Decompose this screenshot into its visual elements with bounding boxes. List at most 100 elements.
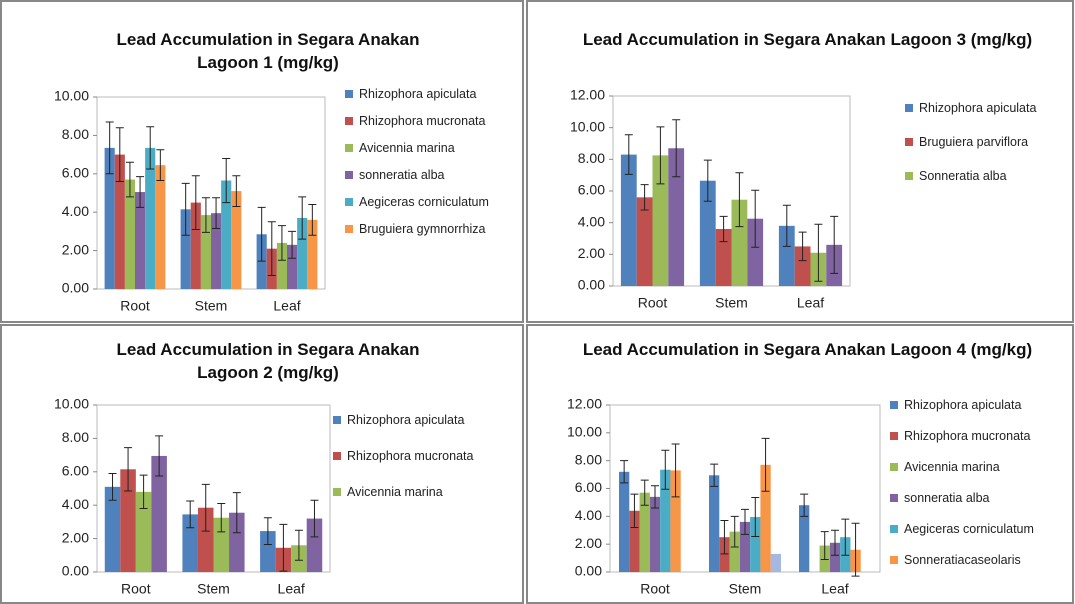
error-bar xyxy=(186,500,195,529)
error-bar xyxy=(720,520,729,555)
panel-border xyxy=(526,324,1074,604)
error-bar xyxy=(232,175,241,207)
error-bar xyxy=(108,472,117,501)
bar xyxy=(145,147,156,289)
error-bar xyxy=(156,149,165,182)
chart-title: Lead Accumulation in Segara Anakan Lagoo… xyxy=(116,340,420,382)
error-bar xyxy=(710,463,719,487)
bar xyxy=(155,165,166,289)
error-bar xyxy=(630,493,639,528)
bar xyxy=(306,518,323,572)
error-bar xyxy=(851,522,860,577)
bar xyxy=(104,147,115,289)
error-bar xyxy=(703,159,712,202)
y-tick-label: 10.00 xyxy=(567,424,602,440)
legend-label: Avicennia marina xyxy=(359,141,455,155)
legend-swatch xyxy=(890,463,898,471)
error-bar xyxy=(830,215,839,274)
error-bar xyxy=(298,196,307,240)
legend-label: Rhizophora apiculata xyxy=(904,398,1022,412)
bar xyxy=(190,202,201,289)
error-bar xyxy=(735,172,744,228)
bar xyxy=(151,455,167,572)
error-bar xyxy=(115,127,124,182)
y-tick-label: 10.00 xyxy=(570,118,605,134)
x-tick-label: Root xyxy=(640,581,670,597)
legend-entry: Rhizophora mucronata xyxy=(345,114,510,141)
bar xyxy=(620,154,637,286)
legend-entry: sonneratia alba xyxy=(890,491,1050,522)
legend-entry: Avicennia marina xyxy=(333,485,498,521)
legend-label: Rhizophora apiculata xyxy=(359,87,477,101)
error-bar xyxy=(831,529,839,556)
chart-title: Lead Accumulation in Segara Anakan Lagoo… xyxy=(582,30,1033,49)
error-bar xyxy=(814,223,823,282)
error-bar xyxy=(310,499,319,538)
error-bar xyxy=(798,231,807,262)
legend-label: Rhizophora mucronata xyxy=(359,114,486,128)
panel-border xyxy=(0,0,524,323)
error-bar xyxy=(640,479,649,506)
bar xyxy=(260,531,276,572)
error-bar xyxy=(782,204,791,247)
error-bar xyxy=(263,517,272,545)
error-bar xyxy=(257,206,266,262)
y-tick-label: 0.00 xyxy=(62,280,89,296)
legend-label: Avicennia marina xyxy=(347,485,443,499)
x-tick-label: Root xyxy=(638,295,668,311)
error-bar xyxy=(656,126,665,185)
bar xyxy=(636,197,653,286)
legend-swatch xyxy=(890,494,898,502)
error-bar xyxy=(841,518,850,556)
bar xyxy=(182,514,198,572)
legend-swatch xyxy=(905,104,913,112)
legend-swatch xyxy=(345,171,353,179)
x-tick-label: Stem xyxy=(729,581,762,597)
bar xyxy=(213,517,230,572)
x-tick-label: Leaf xyxy=(797,295,824,311)
legend-label: Sonneratiacaseolaris xyxy=(904,553,1021,567)
bar xyxy=(629,510,640,572)
error-bar xyxy=(146,126,155,170)
legend: Rhizophora apiculata Rhizophora mucronata… xyxy=(890,398,1050,584)
legend-label: Rhizophora apiculata xyxy=(347,413,465,427)
x-tick-label: Leaf xyxy=(273,298,300,314)
x-tick-label: Stem xyxy=(197,581,230,597)
x-tick-label: Stem xyxy=(715,295,748,311)
legend-entry: sonneratia alba xyxy=(345,168,510,195)
legend-entry: Bruguiera gymnorrhiza xyxy=(345,222,510,249)
error-bar xyxy=(620,460,629,484)
y-tick-label: 12.00 xyxy=(567,396,602,412)
legend-label: Avicennia marina xyxy=(904,460,1000,474)
legend-entry: Rhizophora apiculata xyxy=(345,87,510,114)
y-tick-label: 6.00 xyxy=(62,463,89,479)
legend-label: sonneratia alba xyxy=(904,491,990,505)
y-tick-label: 0.00 xyxy=(578,277,605,293)
bar xyxy=(750,517,761,572)
error-bar xyxy=(279,523,288,572)
legend-entry: Rhizophora apiculata xyxy=(890,398,1050,429)
y-tick-label: 2.00 xyxy=(575,535,602,551)
error-bar xyxy=(201,483,210,532)
legend-label: Rhizophora mucronata xyxy=(904,429,1031,443)
x-tick-label: Root xyxy=(121,581,151,597)
legend-swatch xyxy=(905,138,913,146)
bar xyxy=(200,215,211,289)
legend-label: Bruguiera parviflora xyxy=(919,135,1029,149)
error-bar xyxy=(155,435,164,477)
y-tick-label: 2.00 xyxy=(62,241,89,257)
legend-label: Rhizophora mucronata xyxy=(347,449,474,463)
bar xyxy=(297,217,308,289)
x-tick-label: Leaf xyxy=(821,581,848,597)
legend-entry: Rhizophora mucronata xyxy=(333,449,498,485)
legend-label: Sonneratia alba xyxy=(919,169,1007,183)
bar xyxy=(715,229,732,286)
error-bar xyxy=(751,497,760,538)
legend-entry: Aegiceras corniculatum xyxy=(890,522,1050,553)
bar xyxy=(197,507,214,572)
legend-entry: Rhizophora mucronata xyxy=(890,429,1050,460)
error-bar xyxy=(191,175,200,230)
error-bar xyxy=(751,189,760,248)
bar xyxy=(739,521,751,572)
